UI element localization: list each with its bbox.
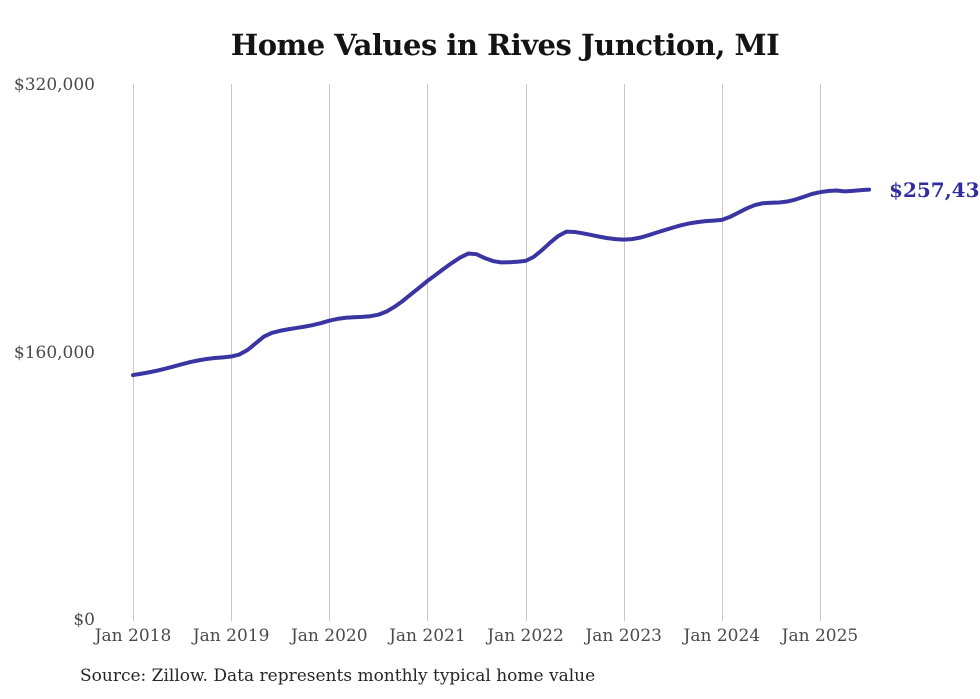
gridline-2021-01 [427,84,429,621]
x-tick-label-2025-01: Jan 2025 [781,626,859,646]
x-tick-label-2023-01: Jan 2023 [585,626,662,646]
home-value-line [131,187,872,378]
x-tick-label-2024-01: Jan 2024 [683,626,761,646]
gridline-2025-01 [819,84,821,621]
y-tick-label-160000: $160,000 [13,342,95,363]
gridline-2022-01 [525,84,527,621]
gridline-2018-01 [133,84,134,621]
gridline-2023-01 [623,84,625,621]
x-tick-label-2021-01: Jan 2021 [389,626,466,646]
gridline-2024-01 [721,84,723,621]
y-tick-label-320000: $320,000 [13,75,95,95]
y-tick-label-0: $0 [73,610,95,630]
gridline-2020-01 [329,84,331,621]
source-note: Source: Zillow. Data represents monthly … [80,666,596,686]
latest-value-label: $257,439 [889,177,980,202]
gridline-2019-01 [231,84,233,621]
x-tick-label-2020-01: Jan 2020 [290,626,368,646]
x-tick-label-2019-01: Jan 2019 [192,626,270,646]
x-tick-label-2022-01: Jan 2022 [487,626,564,646]
chart-title: Home Values in Rives Junction, MI [230,28,780,62]
x-tick-label-2018-01: Jan 2018 [94,626,172,646]
